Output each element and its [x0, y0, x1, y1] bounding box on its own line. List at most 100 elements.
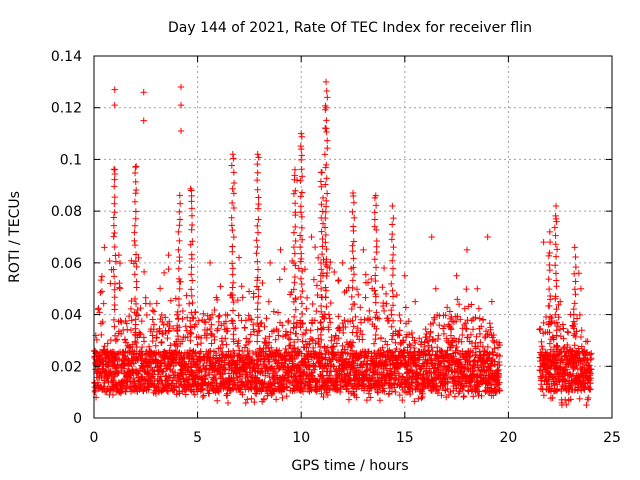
data-point — [423, 330, 430, 338]
data-point — [228, 260, 236, 267]
data-point — [299, 388, 307, 395]
data-point — [418, 338, 425, 346]
data-point — [363, 367, 370, 374]
data-point — [145, 370, 153, 377]
data-point — [239, 294, 246, 301]
data-point — [429, 319, 437, 327]
data-point — [146, 300, 154, 308]
data-point — [111, 323, 118, 330]
data-point — [438, 392, 445, 399]
data-point — [229, 265, 237, 272]
data-point — [265, 298, 273, 305]
data-point — [122, 339, 130, 346]
data-point — [177, 127, 185, 135]
data-point — [198, 368, 205, 376]
data-point — [211, 336, 218, 344]
data-point — [322, 354, 329, 361]
data-point — [217, 344, 224, 352]
data-point — [292, 330, 299, 337]
data-point — [248, 395, 255, 402]
data-point — [291, 172, 298, 179]
data-point — [230, 190, 238, 197]
data-point — [389, 302, 397, 309]
data-point — [140, 334, 148, 341]
data-point — [390, 330, 397, 337]
data-point — [286, 336, 294, 343]
data-point — [254, 277, 261, 284]
data-point — [458, 338, 465, 345]
data-point — [111, 373, 119, 380]
data-point — [254, 274, 261, 281]
data-point — [380, 264, 388, 272]
data-point — [324, 94, 331, 101]
data-point — [187, 185, 194, 193]
data-point — [560, 325, 567, 332]
data-point — [420, 384, 428, 392]
data-point — [249, 349, 257, 357]
data-point — [224, 399, 232, 407]
data-point — [229, 271, 236, 278]
data-point — [110, 316, 118, 324]
data-point — [481, 334, 489, 341]
data-point — [570, 305, 577, 313]
data-point — [242, 317, 250, 324]
data-point — [255, 200, 262, 208]
data-point — [117, 330, 125, 338]
data-point — [111, 200, 118, 207]
data-point — [407, 342, 414, 349]
data-point — [138, 343, 146, 351]
data-point — [467, 352, 474, 360]
data-point — [123, 356, 131, 363]
data-point — [357, 319, 365, 326]
data-point — [131, 229, 138, 236]
data-point — [442, 312, 449, 319]
data-point — [316, 343, 324, 351]
data-point — [350, 323, 357, 330]
data-point — [207, 332, 215, 339]
data-point — [104, 340, 111, 347]
data-point — [360, 246, 367, 254]
data-point — [132, 251, 140, 258]
data-point — [544, 365, 551, 372]
data-point — [298, 173, 306, 180]
data-point — [202, 375, 209, 382]
data-point — [187, 241, 194, 248]
data-point — [115, 369, 122, 376]
data-point — [492, 388, 500, 395]
data-point — [369, 375, 376, 382]
data-point — [176, 222, 183, 229]
data-point — [110, 166, 118, 173]
data-point — [279, 322, 286, 329]
data-point — [575, 345, 582, 352]
data-point — [539, 345, 546, 353]
data-point — [373, 309, 380, 316]
data-point — [164, 388, 172, 395]
data-point — [490, 331, 497, 339]
data-point — [297, 258, 304, 265]
data-point — [187, 286, 195, 293]
data-point — [586, 362, 593, 369]
data-point — [318, 390, 325, 397]
data-point — [554, 364, 561, 371]
chart-title: Day 144 of 2021, Rate Of TEC Index for r… — [168, 20, 532, 36]
data-point — [540, 319, 547, 327]
data-point — [447, 332, 455, 339]
data-point — [383, 361, 391, 368]
data-point — [254, 258, 261, 265]
data-point — [399, 396, 406, 404]
data-point — [572, 253, 579, 261]
data-point — [274, 309, 282, 316]
data-point — [231, 381, 238, 388]
data-point — [354, 332, 361, 340]
data-point — [187, 329, 194, 336]
data-point — [476, 315, 483, 322]
data-point — [159, 330, 167, 338]
data-point — [451, 393, 459, 400]
data-point — [411, 339, 419, 347]
data-point — [191, 391, 198, 398]
data-point — [572, 278, 579, 285]
data-point — [358, 331, 366, 338]
data-point — [475, 305, 483, 312]
data-point — [261, 378, 268, 386]
y-tick-label: 0.12 — [51, 101, 82, 117]
